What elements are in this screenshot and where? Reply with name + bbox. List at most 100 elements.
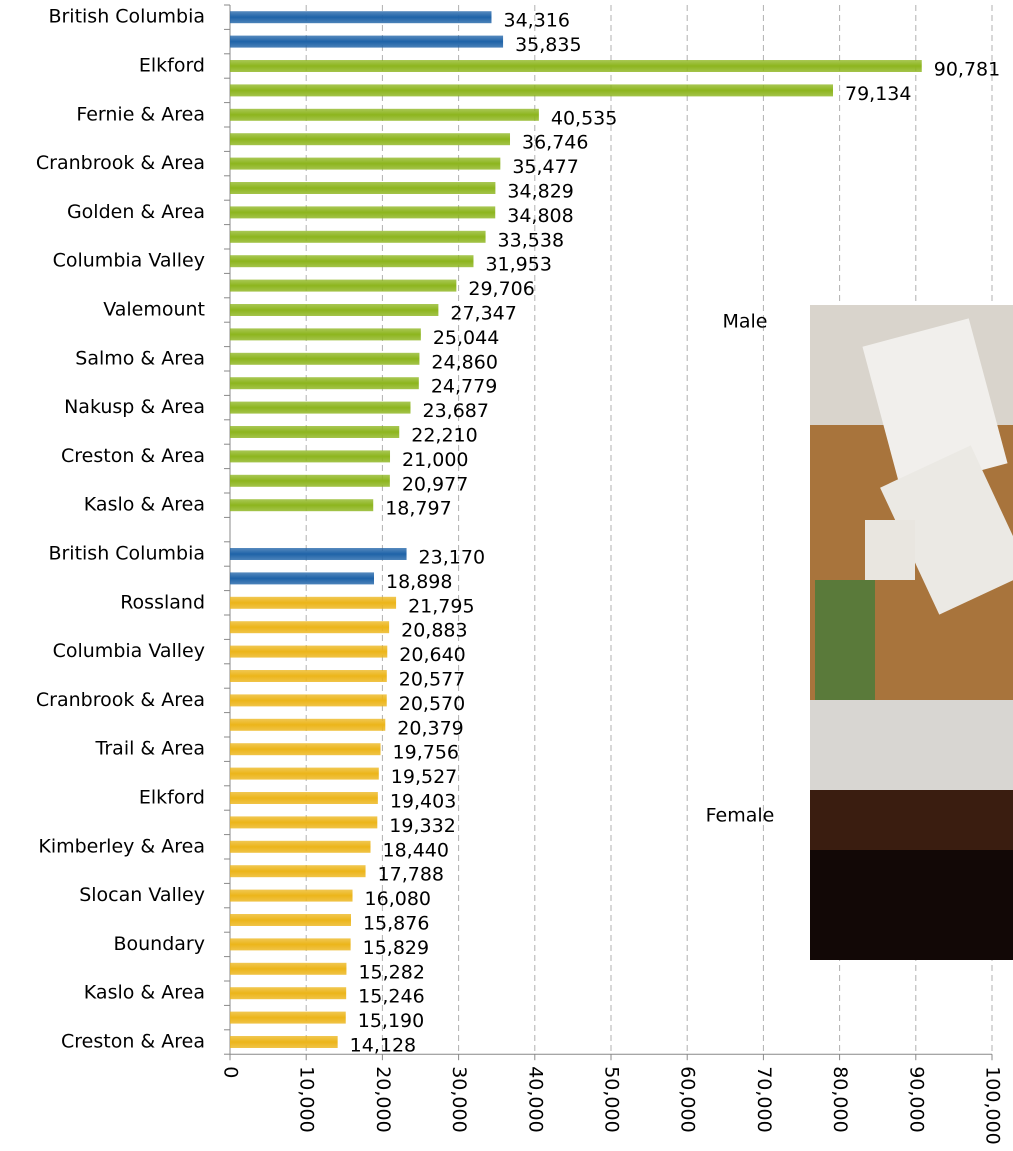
- data-label: 20,570: [399, 693, 465, 715]
- data-label: 34,808: [507, 205, 573, 227]
- bar: [230, 962, 347, 975]
- bar: [230, 108, 539, 121]
- bar: [230, 84, 834, 97]
- y-tick-label: Creston & Area: [61, 445, 205, 467]
- x-tick-label: 90,000: [905, 1066, 927, 1132]
- data-label: 15,282: [358, 961, 424, 983]
- data-label: 34,829: [507, 181, 573, 203]
- y-tick-label: British Columbia: [48, 6, 205, 28]
- bar: [230, 694, 387, 707]
- x-tick-label: 70,000: [753, 1066, 775, 1132]
- y-tick-label: Boundary: [113, 933, 205, 955]
- data-label: 15,829: [363, 937, 429, 959]
- y-tick-label: British Columbia: [48, 543, 205, 565]
- annotation: Male: [722, 311, 767, 333]
- bar: [230, 474, 390, 487]
- x-tick-label: 20,000: [372, 1066, 394, 1132]
- bar: [230, 596, 397, 609]
- data-label: 19,332: [389, 815, 455, 837]
- bar: [230, 938, 351, 951]
- y-tick-label: Slocan Valley: [79, 884, 205, 906]
- data-label: 31,953: [485, 254, 551, 276]
- data-label: 14,128: [350, 1035, 416, 1057]
- y-tick-label: Elkford: [139, 787, 205, 809]
- bar: [230, 60, 922, 72]
- y-tick-label: Nakusp & Area: [64, 396, 205, 418]
- x-tick-label: 40,000: [524, 1066, 546, 1132]
- data-label: 20,379: [397, 717, 463, 739]
- bar: [230, 987, 347, 1000]
- data-label: 27,347: [450, 303, 516, 325]
- bar: [230, 792, 378, 804]
- data-label: 24,779: [431, 376, 497, 398]
- bar: [230, 133, 511, 146]
- data-label: 15,876: [363, 913, 429, 935]
- bar: [230, 621, 390, 634]
- data-label: 22,210: [411, 425, 477, 447]
- data-label: 36,746: [522, 132, 588, 154]
- bar: [230, 450, 391, 463]
- y-tick-label: Rossland: [120, 591, 205, 613]
- y-tick-label: Kaslo & Area: [84, 982, 205, 1004]
- data-label: 20,577: [399, 669, 465, 691]
- bar: [230, 352, 420, 365]
- bar: [230, 645, 388, 658]
- bar: [230, 548, 407, 560]
- bar: [230, 206, 496, 219]
- bar: [230, 840, 371, 853]
- y-tick-label: Cranbrook & Area: [36, 152, 205, 174]
- bar: [230, 377, 419, 390]
- bar: [230, 426, 400, 438]
- bar: [230, 401, 411, 414]
- data-label: 19,756: [393, 742, 459, 764]
- bar: [230, 743, 381, 756]
- bar: [230, 35, 504, 48]
- x-tick-label: 0: [220, 1066, 242, 1078]
- y-tick-label: Cranbrook & Area: [36, 689, 205, 711]
- data-label: 21,000: [402, 449, 468, 471]
- bar: [230, 328, 421, 341]
- data-label: 18,440: [383, 839, 449, 861]
- data-label: 16,080: [365, 888, 431, 910]
- data-label: 15,246: [358, 986, 424, 1008]
- bar: [230, 304, 439, 316]
- y-tick-label: Creston & Area: [61, 1031, 205, 1053]
- y-tick-label: Elkford: [139, 55, 205, 77]
- bar: [230, 11, 492, 24]
- bar: [230, 816, 378, 829]
- x-tick-label: 60,000: [677, 1066, 699, 1132]
- y-tick-label: Valemount: [103, 299, 205, 321]
- data-label: 25,044: [433, 327, 499, 349]
- y-tick-label: Golden & Area: [67, 201, 205, 223]
- data-label: 24,860: [431, 351, 497, 373]
- y-tick-label: Kaslo & Area: [84, 494, 205, 516]
- bar: [230, 157, 501, 170]
- bar: [230, 914, 351, 926]
- y-tick-label: Salmo & Area: [75, 347, 205, 369]
- data-label: 20,883: [401, 620, 467, 642]
- data-label: 20,977: [402, 473, 468, 495]
- y-tick-label: Kimberley & Area: [38, 835, 205, 857]
- y-tick-label: Columbia Valley: [53, 250, 205, 272]
- bar: [230, 1036, 338, 1048]
- data-label: 33,538: [498, 229, 564, 251]
- bar: [230, 889, 353, 902]
- data-label: 35,477: [512, 156, 578, 178]
- data-label: 18,797: [385, 498, 451, 520]
- data-label: 40,535: [551, 107, 617, 129]
- bar: [230, 572, 375, 585]
- x-tick-label: 50,000: [601, 1066, 623, 1132]
- data-label: 19,403: [390, 791, 456, 813]
- data-label: 17,788: [378, 864, 444, 886]
- data-label: 19,527: [391, 766, 457, 788]
- bar: [230, 865, 366, 878]
- x-tick-label: 30,000: [448, 1066, 470, 1132]
- photo: [810, 305, 1013, 960]
- y-tick-label: Columbia Valley: [53, 640, 205, 662]
- data-label: 79,134: [845, 83, 911, 105]
- bar: [230, 279, 457, 292]
- x-tick-label: 100,000: [982, 1066, 1004, 1145]
- data-label: 20,640: [399, 644, 465, 666]
